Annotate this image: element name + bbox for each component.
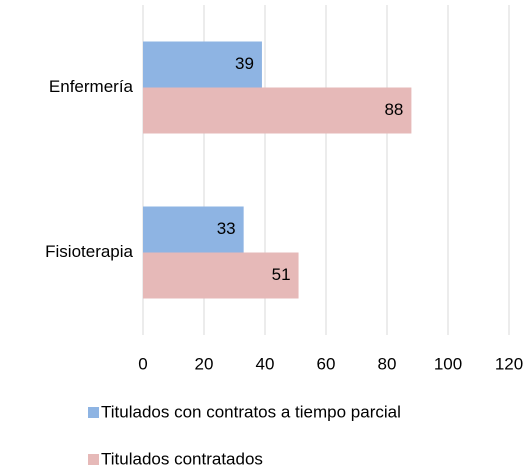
x-tick-label: 20 <box>195 354 214 373</box>
bar <box>143 252 299 299</box>
x-tick-label: 100 <box>434 354 462 373</box>
bar <box>143 41 262 88</box>
data-label: 33 <box>217 219 236 238</box>
bar <box>143 206 244 253</box>
y-tick-label: Fisioterapia <box>45 242 133 261</box>
data-label: 88 <box>384 100 403 119</box>
x-tick-label: 0 <box>138 354 147 373</box>
legend-swatch <box>88 407 99 418</box>
data-label: 51 <box>272 265 291 284</box>
bar <box>143 87 412 134</box>
x-tick-label: 80 <box>378 354 397 373</box>
x-tick-label: 40 <box>256 354 275 373</box>
legend-label: Titulados con contratos a tiempo parcial <box>101 402 401 421</box>
y-tick-label: Enfermería <box>49 77 134 96</box>
x-tick-label: 120 <box>495 354 523 373</box>
legend-swatch <box>88 454 99 465</box>
legend-label: Titulados contratados <box>101 449 263 468</box>
x-tick-label: 60 <box>317 354 336 373</box>
data-label: 39 <box>235 54 254 73</box>
